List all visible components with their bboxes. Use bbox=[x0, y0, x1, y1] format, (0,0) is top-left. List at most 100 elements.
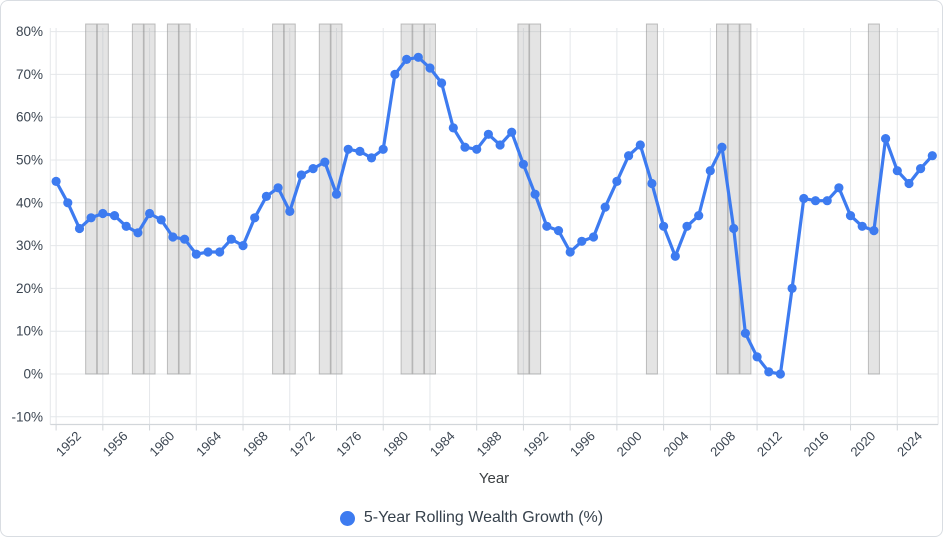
data-point[interactable] bbox=[460, 142, 470, 152]
y-tick-label: 10% bbox=[16, 324, 43, 339]
data-point[interactable] bbox=[542, 221, 552, 231]
data-point[interactable] bbox=[273, 183, 283, 193]
data-point[interactable] bbox=[425, 63, 435, 73]
data-point[interactable] bbox=[472, 144, 482, 154]
data-point[interactable] bbox=[98, 208, 108, 219]
y-tick-label: 50% bbox=[16, 153, 43, 168]
x-tick-label: 1980 bbox=[380, 428, 411, 459]
x-tick-label: 1984 bbox=[427, 428, 458, 459]
legend-item[interactable]: 5-Year Rolling Wealth Growth (%) bbox=[1, 509, 942, 527]
data-point[interactable] bbox=[659, 221, 669, 231]
data-point[interactable] bbox=[51, 176, 61, 186]
data-point[interactable] bbox=[145, 208, 155, 219]
recession-band bbox=[739, 23, 752, 375]
data-point[interactable] bbox=[156, 215, 166, 225]
data-point[interactable] bbox=[553, 226, 564, 236]
data-point[interactable] bbox=[331, 189, 342, 199]
data-point[interactable] bbox=[366, 153, 377, 163]
data-point[interactable] bbox=[168, 232, 178, 242]
data-point[interactable] bbox=[86, 213, 96, 223]
data-point[interactable] bbox=[624, 151, 634, 161]
data-point[interactable] bbox=[448, 123, 458, 133]
data-point[interactable] bbox=[285, 206, 295, 216]
data-point[interactable] bbox=[63, 198, 73, 208]
x-tick-label: 2008 bbox=[707, 428, 738, 459]
data-point[interactable] bbox=[109, 211, 120, 221]
x-axis-title: Year bbox=[478, 470, 510, 487]
y-tick-label: 80% bbox=[16, 24, 43, 39]
data-point[interactable] bbox=[390, 69, 400, 79]
data-point[interactable] bbox=[238, 241, 248, 251]
data-point[interactable] bbox=[740, 328, 751, 338]
data-point[interactable] bbox=[133, 228, 143, 238]
x-tick-label: 1988 bbox=[473, 428, 504, 459]
data-point[interactable] bbox=[810, 196, 821, 206]
recession-band bbox=[85, 23, 98, 375]
data-point[interactable] bbox=[226, 234, 236, 244]
data-point[interactable] bbox=[869, 226, 879, 236]
data-point[interactable] bbox=[191, 249, 201, 259]
data-point[interactable] bbox=[296, 170, 306, 180]
data-point[interactable] bbox=[121, 221, 131, 231]
data-point[interactable] bbox=[916, 164, 926, 174]
recession-band bbox=[96, 23, 109, 375]
data-point[interactable] bbox=[530, 189, 540, 199]
data-point[interactable] bbox=[483, 129, 493, 139]
recession-band bbox=[318, 23, 331, 375]
data-point[interactable] bbox=[822, 196, 832, 206]
data-point[interactable] bbox=[927, 151, 937, 161]
data-point[interactable] bbox=[799, 193, 809, 204]
data-point[interactable] bbox=[904, 178, 914, 189]
data-point[interactable] bbox=[892, 166, 902, 176]
x-tick-label: 2012 bbox=[754, 428, 785, 459]
data-point[interactable] bbox=[764, 367, 774, 377]
data-point[interactable] bbox=[635, 140, 645, 150]
data-point[interactable] bbox=[250, 213, 260, 223]
data-point[interactable] bbox=[588, 232, 599, 242]
data-point[interactable] bbox=[705, 166, 715, 176]
data-point[interactable] bbox=[507, 127, 517, 137]
data-point[interactable] bbox=[402, 54, 412, 64]
y-tick-label: 70% bbox=[16, 67, 43, 82]
recession-band bbox=[143, 23, 156, 375]
data-point[interactable] bbox=[308, 164, 318, 174]
data-point[interactable] bbox=[320, 157, 330, 167]
data-point[interactable] bbox=[857, 221, 867, 231]
data-point[interactable] bbox=[834, 183, 844, 193]
data-point[interactable] bbox=[845, 211, 856, 221]
data-point[interactable] bbox=[261, 191, 271, 201]
data-point[interactable] bbox=[752, 352, 762, 362]
data-point[interactable] bbox=[565, 247, 575, 257]
x-tick-label: 1968 bbox=[240, 428, 271, 459]
x-tick-label: 1960 bbox=[146, 428, 177, 459]
data-point[interactable] bbox=[729, 223, 739, 234]
data-point[interactable] bbox=[881, 134, 891, 144]
data-point[interactable] bbox=[577, 236, 587, 246]
data-point[interactable] bbox=[670, 251, 680, 261]
x-tick-label: 1992 bbox=[520, 428, 551, 459]
data-point[interactable] bbox=[180, 234, 190, 244]
data-point[interactable] bbox=[518, 159, 529, 169]
data-point[interactable] bbox=[74, 223, 85, 234]
recession-band bbox=[166, 23, 179, 375]
data-point[interactable] bbox=[600, 202, 610, 212]
data-point[interactable] bbox=[612, 176, 622, 186]
data-point[interactable] bbox=[495, 140, 505, 150]
data-point[interactable] bbox=[343, 144, 353, 154]
data-point[interactable] bbox=[378, 144, 388, 154]
data-point[interactable] bbox=[215, 247, 225, 257]
data-point[interactable] bbox=[682, 221, 692, 231]
data-point[interactable] bbox=[775, 369, 786, 379]
data-point[interactable] bbox=[787, 283, 797, 293]
data-point[interactable] bbox=[355, 146, 365, 156]
recession-band bbox=[412, 23, 425, 375]
data-point[interactable] bbox=[717, 142, 727, 152]
x-tick-label: 2004 bbox=[660, 428, 691, 459]
data-point[interactable] bbox=[694, 211, 704, 221]
data-point[interactable] bbox=[203, 247, 213, 257]
data-point[interactable] bbox=[413, 52, 423, 62]
data-point[interactable] bbox=[647, 178, 657, 189]
data-point[interactable] bbox=[437, 78, 447, 88]
